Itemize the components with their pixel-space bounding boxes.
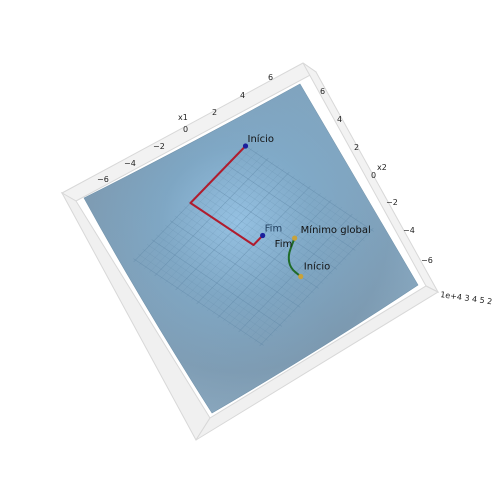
x2-tick: −6: [421, 256, 433, 265]
x1-tick: −4: [124, 159, 136, 168]
x1-tick: 6: [268, 73, 273, 82]
x1-axis-label: x1: [178, 113, 188, 122]
red-path-start-label: Início: [248, 133, 274, 145]
x2-tick: 6: [320, 87, 325, 96]
x2-tick: 2: [354, 143, 359, 152]
green-path-start-label: Início: [304, 261, 330, 273]
red-path-end-label: Fim: [265, 224, 283, 235]
x1-tick: −2: [153, 142, 165, 151]
x1-tick: 0: [183, 125, 188, 134]
green-path-end-label: Fim: [275, 239, 293, 250]
x1-tick: 2: [212, 108, 217, 117]
x2-tick: 0: [371, 171, 376, 180]
z-tick-cluster: 1e+4 3 4 5 2: [440, 290, 493, 306]
green-path-end-marker: [292, 236, 297, 241]
x2-tick: 4: [337, 115, 342, 124]
global-minimum-label: Mínimo global: [301, 224, 371, 236]
x2-tick: −2: [386, 198, 398, 207]
x2-axis-label: x2: [377, 163, 387, 172]
x1-tick: 4: [240, 91, 245, 100]
x2-tick: −4: [403, 226, 415, 235]
x1-tick: −6: [97, 175, 109, 184]
green-path-start-marker: [298, 274, 303, 279]
